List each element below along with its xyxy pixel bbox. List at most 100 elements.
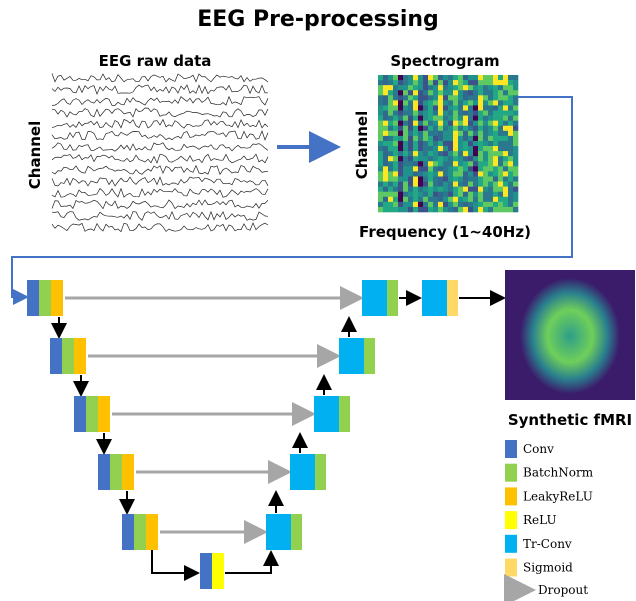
spectrogram-cell	[443, 105, 448, 110]
layer	[51, 280, 63, 316]
spectrogram-cell	[483, 146, 488, 151]
spectrogram-cell	[388, 197, 393, 202]
eeg-trace	[52, 223, 268, 232]
spectrogram-cell	[438, 156, 443, 161]
spectrogram-cell	[458, 90, 463, 95]
spectrogram-cell	[483, 116, 488, 121]
spectrogram-cell	[498, 116, 503, 121]
spectrogram-cell	[403, 116, 408, 121]
spectrogram-cell	[478, 95, 483, 100]
spectrogram-cell	[493, 207, 498, 212]
spectrogram-cell	[418, 95, 423, 100]
spectrogram-cell	[413, 111, 418, 116]
spectrogram-cell	[448, 197, 453, 202]
spectrogram-cell	[498, 156, 503, 161]
spectrogram-cell	[428, 126, 433, 131]
eeg-trace	[52, 120, 268, 129]
spectrogram-cell	[393, 176, 398, 181]
spectrogram-cell	[458, 121, 463, 126]
spectrogram-cell	[388, 95, 393, 100]
spectrogram-cell	[488, 100, 493, 105]
layer	[447, 280, 458, 316]
spectrogram-cell	[508, 187, 513, 192]
spectrogram-cell	[403, 166, 408, 171]
spectrogram-cell	[383, 136, 388, 141]
spectrogram-cell	[478, 80, 483, 85]
spectrogram-cell	[493, 197, 498, 202]
spectrogram-cell	[443, 182, 448, 187]
spectrogram-cell	[483, 161, 488, 166]
eeg-trace	[52, 74, 268, 83]
spectrogram-cell	[458, 202, 463, 207]
spectrogram-cell	[458, 182, 463, 187]
spectrogram-cell	[443, 116, 448, 121]
spectrogram-cell	[383, 146, 388, 151]
spectrogram-cell	[493, 126, 498, 131]
spectrogram-cell	[378, 187, 383, 192]
spectrogram-cell	[408, 95, 413, 100]
spectrogram-cell	[508, 146, 513, 151]
spectrogram-cell	[483, 75, 488, 80]
spectrogram-cell	[453, 80, 458, 85]
spectrogram-cell	[478, 197, 483, 202]
spectrogram-cell	[403, 111, 408, 116]
spectrogram-cell	[443, 136, 448, 141]
spectrogram-cell	[448, 207, 453, 212]
spectrogram-cell	[453, 105, 458, 110]
spectrogram-cell	[428, 116, 433, 121]
spectrogram-cell	[473, 192, 478, 197]
spectrogram-cell	[493, 85, 498, 90]
spectrogram-cell	[478, 151, 483, 156]
spectrogram-cell	[433, 126, 438, 131]
spectrogram-cell	[488, 111, 493, 116]
spectrogram-cell	[433, 151, 438, 156]
spectrogram-cell	[423, 116, 428, 121]
spectrogram-cell	[378, 116, 383, 121]
spectrogram-cell	[413, 75, 418, 80]
spectrogram-cell	[393, 95, 398, 100]
layer	[62, 338, 74, 374]
spectrogram-cell	[508, 136, 513, 141]
spectrogram-cell	[388, 182, 393, 187]
spectrogram-cell	[388, 141, 393, 146]
spectrogram-cell	[423, 182, 428, 187]
spectrogram-cell	[398, 182, 403, 187]
spectrogram-cell	[463, 151, 468, 156]
spectrogram-cell	[428, 75, 433, 80]
spectrogram-cell	[423, 136, 428, 141]
spectrogram-cell	[508, 141, 513, 146]
spectrogram-cell	[428, 161, 433, 166]
spectrogram-cell	[498, 192, 503, 197]
spectrogram-cell	[438, 85, 443, 90]
spectrogram-cell	[513, 105, 518, 110]
spectrogram-cell	[418, 141, 423, 146]
spectrogram-cell	[438, 207, 443, 212]
spectrogram-cell	[478, 85, 483, 90]
spectrogram-cell	[453, 121, 458, 126]
spectrogram-cell	[408, 75, 413, 80]
spectrogram-cell	[378, 151, 383, 156]
spectrogram-cell	[383, 141, 388, 146]
spectrogram-cell	[443, 121, 448, 126]
spectrogram-cell	[418, 111, 423, 116]
spectrogram-cell	[488, 146, 493, 151]
spectrogram-cell	[428, 131, 433, 136]
spectrogram-cell	[453, 192, 458, 197]
spectrogram-cell	[408, 156, 413, 161]
spectrogram-cell	[503, 80, 508, 85]
spectrogram-cell	[398, 161, 403, 166]
spectrogram-cell	[473, 136, 478, 141]
layer	[364, 338, 375, 374]
spectrogram-cell	[398, 146, 403, 151]
spectrogram-cell	[498, 187, 503, 192]
layer	[314, 396, 339, 432]
spectrogram-cell	[488, 202, 493, 207]
spectrogram-cell	[438, 75, 443, 80]
spectrogram-cell	[468, 171, 473, 176]
spectrogram-cell	[428, 192, 433, 197]
spectrogram-cell	[433, 146, 438, 151]
spectrogram-cell	[463, 146, 468, 151]
spectrogram-cell	[498, 171, 503, 176]
spectrogram-cell	[443, 161, 448, 166]
spectrogram-cell	[423, 90, 428, 95]
